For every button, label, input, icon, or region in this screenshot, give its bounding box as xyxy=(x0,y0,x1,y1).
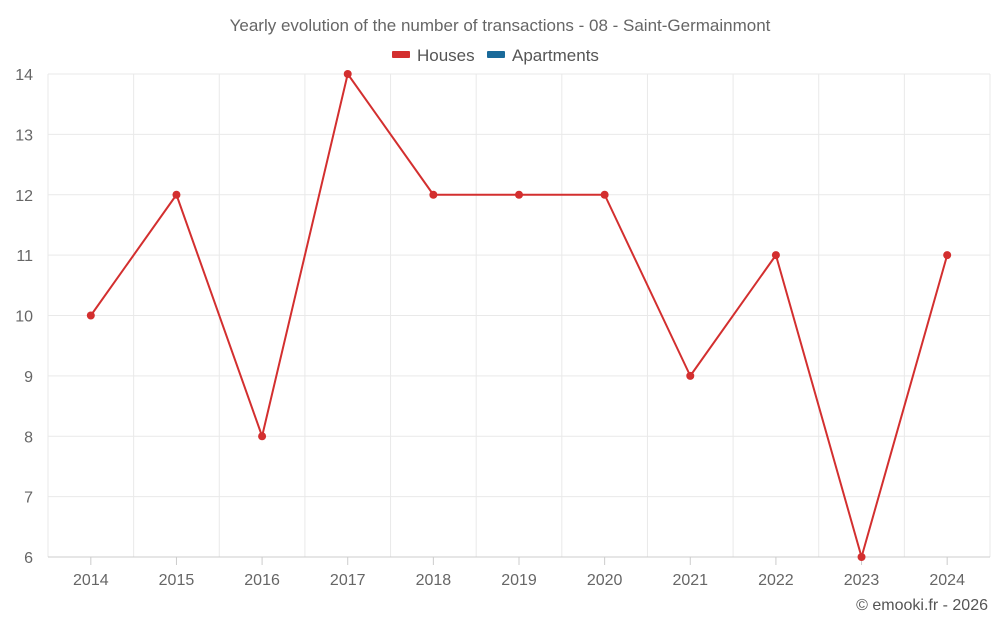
x-tick-label: 2016 xyxy=(244,572,280,589)
axes xyxy=(48,556,990,565)
x-tick-label: 2019 xyxy=(501,572,537,589)
x-axis-tick-labels: 2014 2015 2016 2017 2018 2019 2020 2021 2022 2023… xyxy=(73,572,965,589)
x-tick-label: 2020 xyxy=(587,572,623,589)
data-point[interactable] xyxy=(600,190,609,199)
data-point[interactable] xyxy=(258,432,267,441)
data-point[interactable] xyxy=(686,371,695,380)
y-axis-tick-labels: 6 7 8 9 10 11 12 13 14 xyxy=(15,67,33,567)
legend-swatch-houses xyxy=(392,51,410,58)
x-tick-label: 2024 xyxy=(929,572,965,589)
legend-item-apartments[interactable]: Apartments xyxy=(487,46,599,65)
y-tick-label: 7 xyxy=(24,490,33,507)
data-point[interactable] xyxy=(172,190,181,199)
legend-label-apartments: Apartments xyxy=(512,46,599,65)
grid xyxy=(47,73,991,557)
x-tick-label: 2017 xyxy=(330,572,366,589)
data-point[interactable] xyxy=(429,190,438,199)
x-tick-label: 2015 xyxy=(159,572,195,589)
credit-text: © emooki.fr - 2026 xyxy=(856,597,988,614)
y-tick-label: 12 xyxy=(15,188,33,205)
plot-area xyxy=(86,70,952,561)
y-tick-label: 14 xyxy=(15,67,33,84)
y-tick-label: 10 xyxy=(15,309,33,326)
data-point[interactable] xyxy=(86,311,95,320)
legend-swatch-apartments xyxy=(487,51,505,58)
legend-item-houses[interactable]: Houses xyxy=(392,46,475,65)
y-tick-label: 8 xyxy=(24,429,33,446)
y-tick-label: 11 xyxy=(16,248,33,265)
y-tick-label: 9 xyxy=(24,369,33,386)
x-tick-label: 2022 xyxy=(758,572,794,589)
x-tick-label: 2023 xyxy=(844,572,880,589)
y-tick-label: 6 xyxy=(24,550,33,567)
x-tick-label: 2018 xyxy=(416,572,452,589)
chart-title: Yearly evolution of the number of transa… xyxy=(230,16,771,35)
x-tick-label: 2014 xyxy=(73,572,109,589)
legend-label-houses: Houses xyxy=(417,46,475,65)
y-tick-label: 13 xyxy=(15,127,33,144)
data-point[interactable] xyxy=(857,553,866,561)
data-point[interactable] xyxy=(515,190,523,199)
data-point[interactable] xyxy=(343,70,352,78)
x-tick-label: 2021 xyxy=(672,572,708,589)
data-point[interactable] xyxy=(771,251,780,260)
legend: Houses Apartments xyxy=(392,46,599,65)
data-point[interactable] xyxy=(943,251,952,260)
